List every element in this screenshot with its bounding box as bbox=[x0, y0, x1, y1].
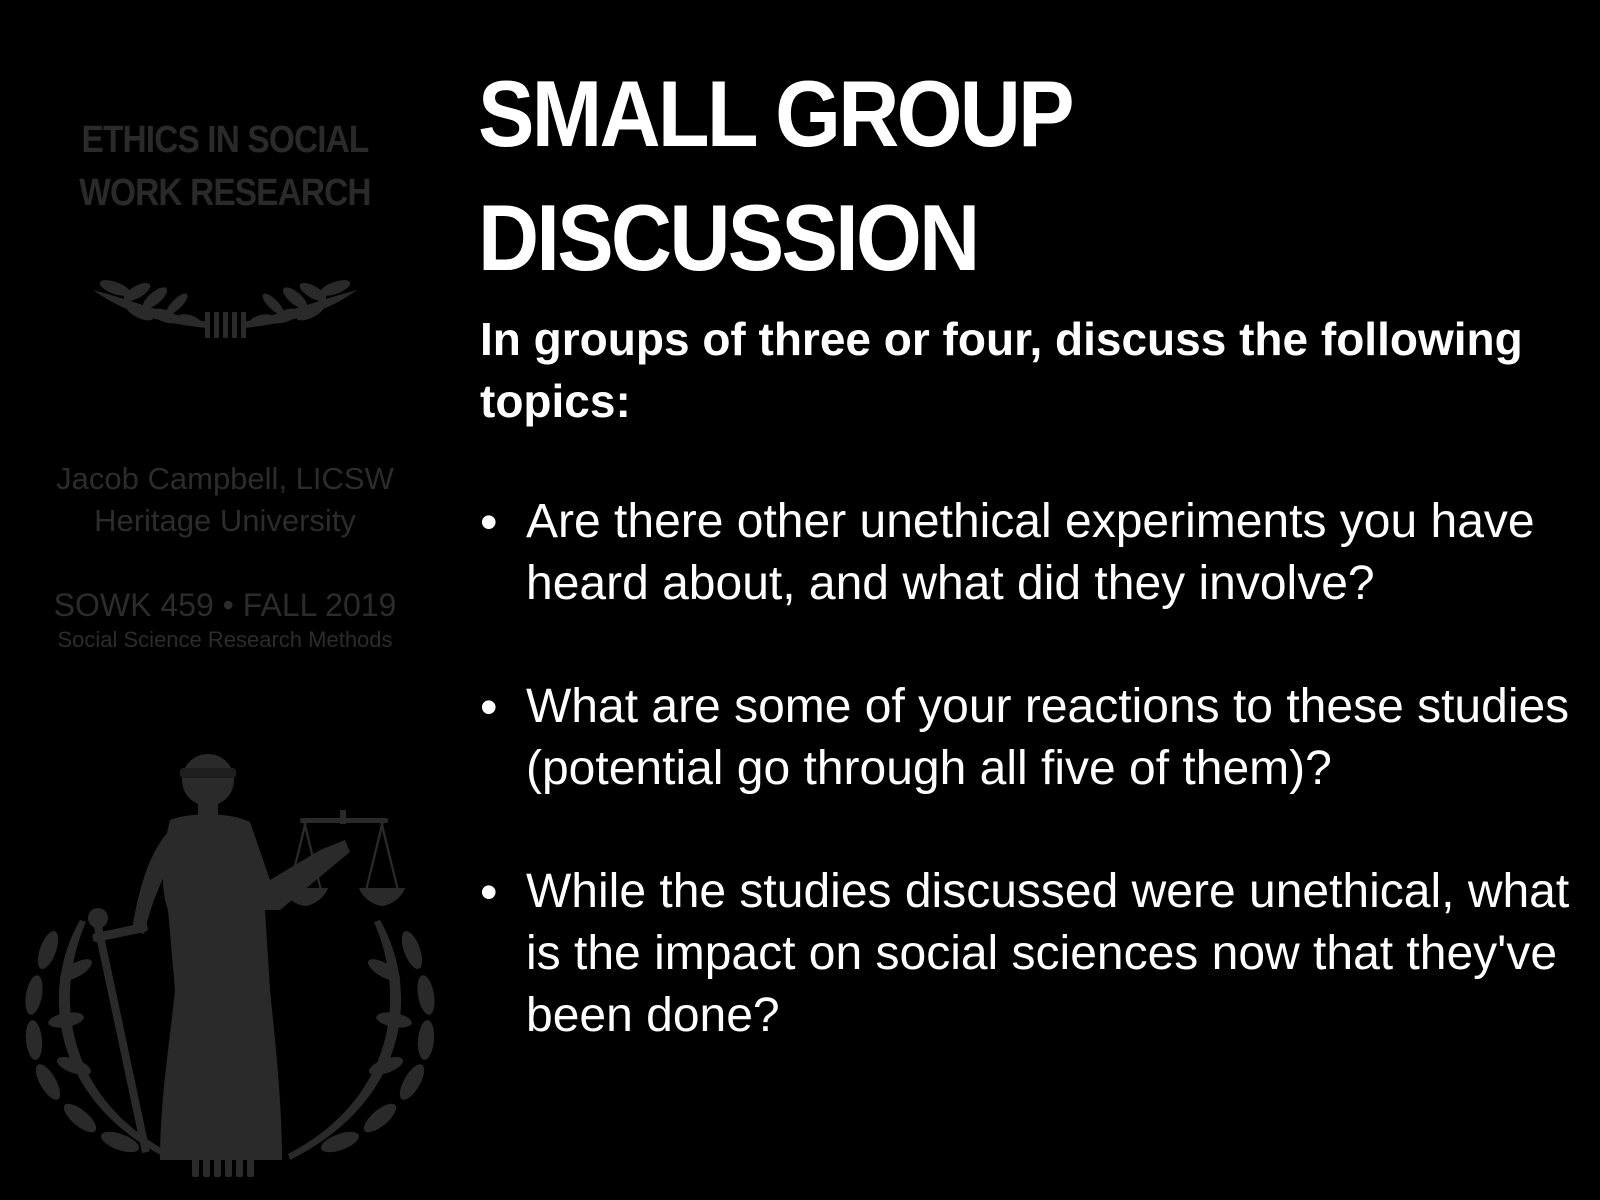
bullet-icon: • bbox=[480, 679, 498, 735]
course-title-line-2: WORK RESEARCH bbox=[79, 172, 371, 214]
instructor-info: Jacob Campbell, LICSW Heritage Universit… bbox=[0, 458, 450, 542]
slide-intro: In groups of three or four, discuss the … bbox=[480, 313, 1523, 427]
list-item: • What are some of your reactions to the… bbox=[480, 676, 1580, 800]
lady-justice-icon bbox=[25, 754, 435, 1177]
bullet-icon: • bbox=[480, 494, 498, 550]
course-title-line-1: ETHICS IN SOCIAL bbox=[81, 119, 370, 161]
laurel-wreath-icon bbox=[93, 280, 357, 338]
bullet-text: Are there other unethical experiments yo… bbox=[526, 495, 1535, 610]
course-code: SOWK 459 • FALL 2019 bbox=[53, 587, 397, 623]
institution-name: Heritage University bbox=[94, 503, 356, 538]
slide-title-line-1: SMALL GROUP bbox=[478, 61, 1075, 166]
slide-title: SMALL GROUP DISCUSSION bbox=[478, 52, 1468, 300]
instructor-name: Jacob Campbell, LICSW bbox=[56, 461, 394, 496]
course-title: ETHICS IN SOCIAL WORK RESEARCH bbox=[27, 114, 423, 220]
list-item: • While the studies discussed were uneth… bbox=[480, 861, 1580, 1047]
list-item: • Are there other unethical experiments … bbox=[480, 491, 1580, 615]
bullet-icon: • bbox=[480, 864, 498, 920]
course-subtitle: Social Science Research Methods bbox=[57, 627, 393, 652]
bullet-text: While the studies discussed were unethic… bbox=[526, 865, 1570, 1042]
discussion-list: • Are there other unethical experiments … bbox=[480, 491, 1580, 1108]
slide-title-line-2: DISCUSSION bbox=[478, 185, 980, 290]
bullet-text: What are some of your reactions to these… bbox=[526, 680, 1570, 795]
sidebar: ETHICS IN SOCIAL WORK RESEARCH bbox=[0, 0, 450, 1200]
